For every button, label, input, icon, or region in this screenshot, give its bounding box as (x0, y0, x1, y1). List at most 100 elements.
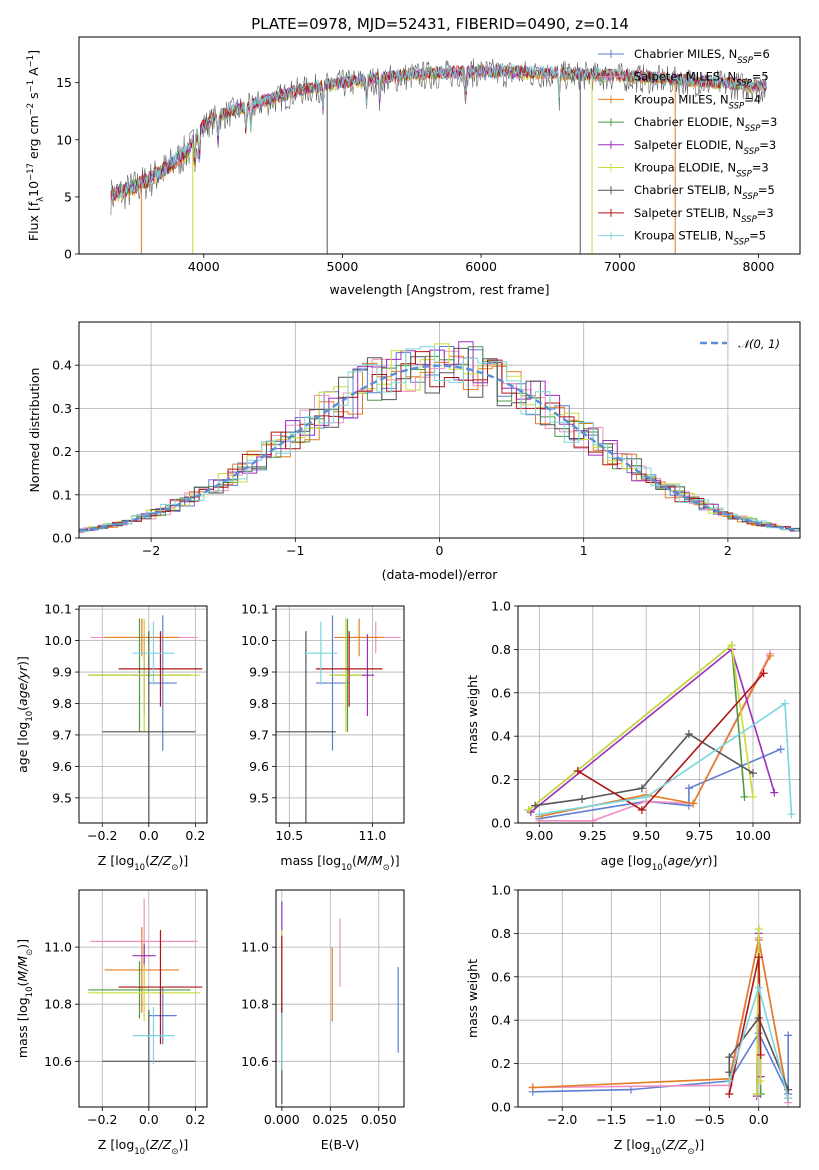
x-axis-label: mass [log10(M/M⊙)] (280, 853, 399, 873)
y-tick-label: 10.0 (44, 633, 72, 648)
y-tick-label: 9.8 (52, 696, 72, 711)
legend-entry: Kroupa ELODIE, NSSP=3 (634, 161, 769, 180)
x-axis-label: wavelength [Angstrom, rest frame] (329, 282, 549, 297)
x-axis-label: Z [log10(Z/Z⊙)] (614, 1137, 704, 1157)
y-axis-label: mass weight (465, 959, 480, 1038)
series-marker (573, 766, 582, 775)
z-mass-panel: −0.2 0.0 0.2 10.6 10.8 11.0 Z [log10(Z/Z⊙)] mas… (15, 889, 208, 1157)
y-tick-label: 1.0 (491, 883, 511, 898)
y-tick-label: 0.0 (491, 816, 511, 831)
x-tick-label: −2.0 (547, 1112, 577, 1127)
spectrum-line-chabrier-stelib (110, 58, 767, 216)
x-tick-label: 10.00 (735, 828, 771, 843)
y-axis-label: Normed distribution (27, 368, 42, 493)
series-marker (784, 1094, 793, 1103)
y-tick-label: 9.6 (52, 759, 72, 774)
plot-frame (78, 36, 801, 255)
y-tick-label: 9.9 (249, 665, 269, 680)
y-axis-label: mass [log10(M/M⊙)] (15, 939, 35, 1058)
x-tick-label: 9.00 (525, 828, 553, 843)
x-tick-label: 6000 (465, 259, 497, 274)
series-marker (684, 784, 693, 793)
y-tick-label: 10 (56, 132, 72, 147)
age-weight-panel: 9.00 9.25 9.50 9.75 10.00 0.0 0.2 0.4 0.6 0.8 1.0 a… (465, 599, 801, 873)
series-marker (784, 1031, 793, 1040)
x-tick-label: 0.2 (185, 828, 205, 843)
series-marker (642, 792, 651, 801)
x-tick-label: 0.0 (139, 1112, 159, 1127)
x-tick-label: 0.0 (749, 1112, 769, 1127)
y-tick-label: 11.0 (241, 940, 269, 955)
series-marker (749, 769, 757, 778)
x-tick-label: 9.75 (686, 828, 714, 843)
x-tick-label: −0.5 (694, 1112, 724, 1127)
series-marker (740, 792, 749, 801)
y-tick-label: 0.8 (491, 926, 511, 941)
legend-entry: Chabrier MILES, NSSP=6 (634, 47, 770, 66)
x-tick-label: 9.25 (579, 828, 607, 843)
series-marker (754, 925, 763, 934)
y-tick-label: 11.0 (44, 940, 72, 955)
y-tick-label: 0.8 (491, 642, 511, 657)
x-tick-label: 0.0 (139, 828, 159, 843)
y-tick-label: 9.8 (249, 696, 269, 711)
y-tick-label: 9.6 (249, 759, 269, 774)
x-tick-label: 10.5 (275, 828, 303, 843)
series-marker (637, 784, 646, 793)
y-tick-label: 5 (64, 189, 72, 204)
figure-title: PLATE=0978, MJD=52431, FIBERID=0490, z=0… (251, 15, 629, 33)
x-axis-label: Z [log10(Z/Z⊙)] (98, 853, 188, 873)
spectrum-line-salpeter-stelib (110, 63, 767, 201)
y-tick-label: 0.6 (491, 969, 511, 984)
legend-entry: Chabrier STELIB, NSSP=5 (634, 183, 775, 202)
series-marker (754, 1014, 763, 1023)
series-marker (727, 641, 736, 650)
y-tick-label: 9.7 (52, 727, 72, 742)
y-tick-label: 10.8 (44, 997, 72, 1012)
series-marker (725, 1089, 734, 1098)
normal-curve (79, 364, 800, 532)
series-marker (754, 953, 763, 962)
x-tick-label: 4000 (188, 259, 220, 274)
series-marker (749, 792, 757, 801)
x-tick-label: 7000 (604, 259, 636, 274)
series-marker (756, 1076, 765, 1085)
plot-frame (517, 889, 801, 1108)
series-marker (725, 1053, 734, 1062)
y-tick-label: 10.6 (44, 1054, 72, 1069)
plot-frame (78, 321, 801, 539)
y-tick-label: 0.4 (52, 358, 72, 373)
series-marker (754, 1029, 763, 1038)
y-tick-label: 0.1 (52, 487, 72, 502)
y-tick-label: 9.7 (249, 727, 269, 742)
y-tick-label: 9.5 (52, 790, 72, 805)
series-marker (684, 730, 693, 739)
legend-entry: Salpeter STELIB, NSSP=3 (634, 206, 774, 225)
x-tick-label: 0.2 (185, 1112, 205, 1127)
series-line-chabrier-stelib (728, 1016, 789, 1090)
z-age-panel: −0.2 0.0 0.2 9.5 9.6 9.7 9.8 9.9 10.0 10.1 Z [log1… (15, 602, 208, 873)
series-marker (689, 799, 698, 808)
y-tick-label: 1.0 (491, 599, 511, 614)
series-marker (531, 801, 540, 810)
residuals-panel: −2 −1 0 1 2 0.0 0.1 0.2 0.3 0.4 𝒩(0, 1) (data-model… (27, 321, 801, 582)
y-tick-label: 0.2 (491, 772, 511, 787)
y-tick-label: 15 (56, 75, 72, 90)
x-axis-label: Z [log10(Z/Z⊙)] (98, 1137, 188, 1157)
y-tick-label: 10.1 (241, 602, 269, 617)
series-marker (578, 795, 587, 804)
y-tick-label: 0.6 (491, 685, 511, 700)
x-tick-label: −0.2 (87, 828, 117, 843)
spectrum-panel: 4000 5000 6000 7000 8000 0 5 10 15 wavelength [An… (26, 36, 801, 297)
y-tick-label: 0.3 (52, 401, 72, 416)
x-tick-label: −1.0 (645, 1112, 675, 1127)
plot-frame (78, 889, 208, 1108)
plot-frame (517, 605, 801, 824)
y-axis-label: Flux [fλ10−17 erg cm−2 s−1 A−1] (26, 50, 46, 241)
series-marker (759, 669, 768, 678)
y-tick-label: 0 (64, 247, 72, 262)
legend-entry: Kroupa STELIB, NSSP=5 (634, 229, 766, 248)
plot-frame (78, 605, 208, 824)
x-tick-label: −1 (286, 543, 304, 558)
plot-frame (275, 889, 405, 1108)
